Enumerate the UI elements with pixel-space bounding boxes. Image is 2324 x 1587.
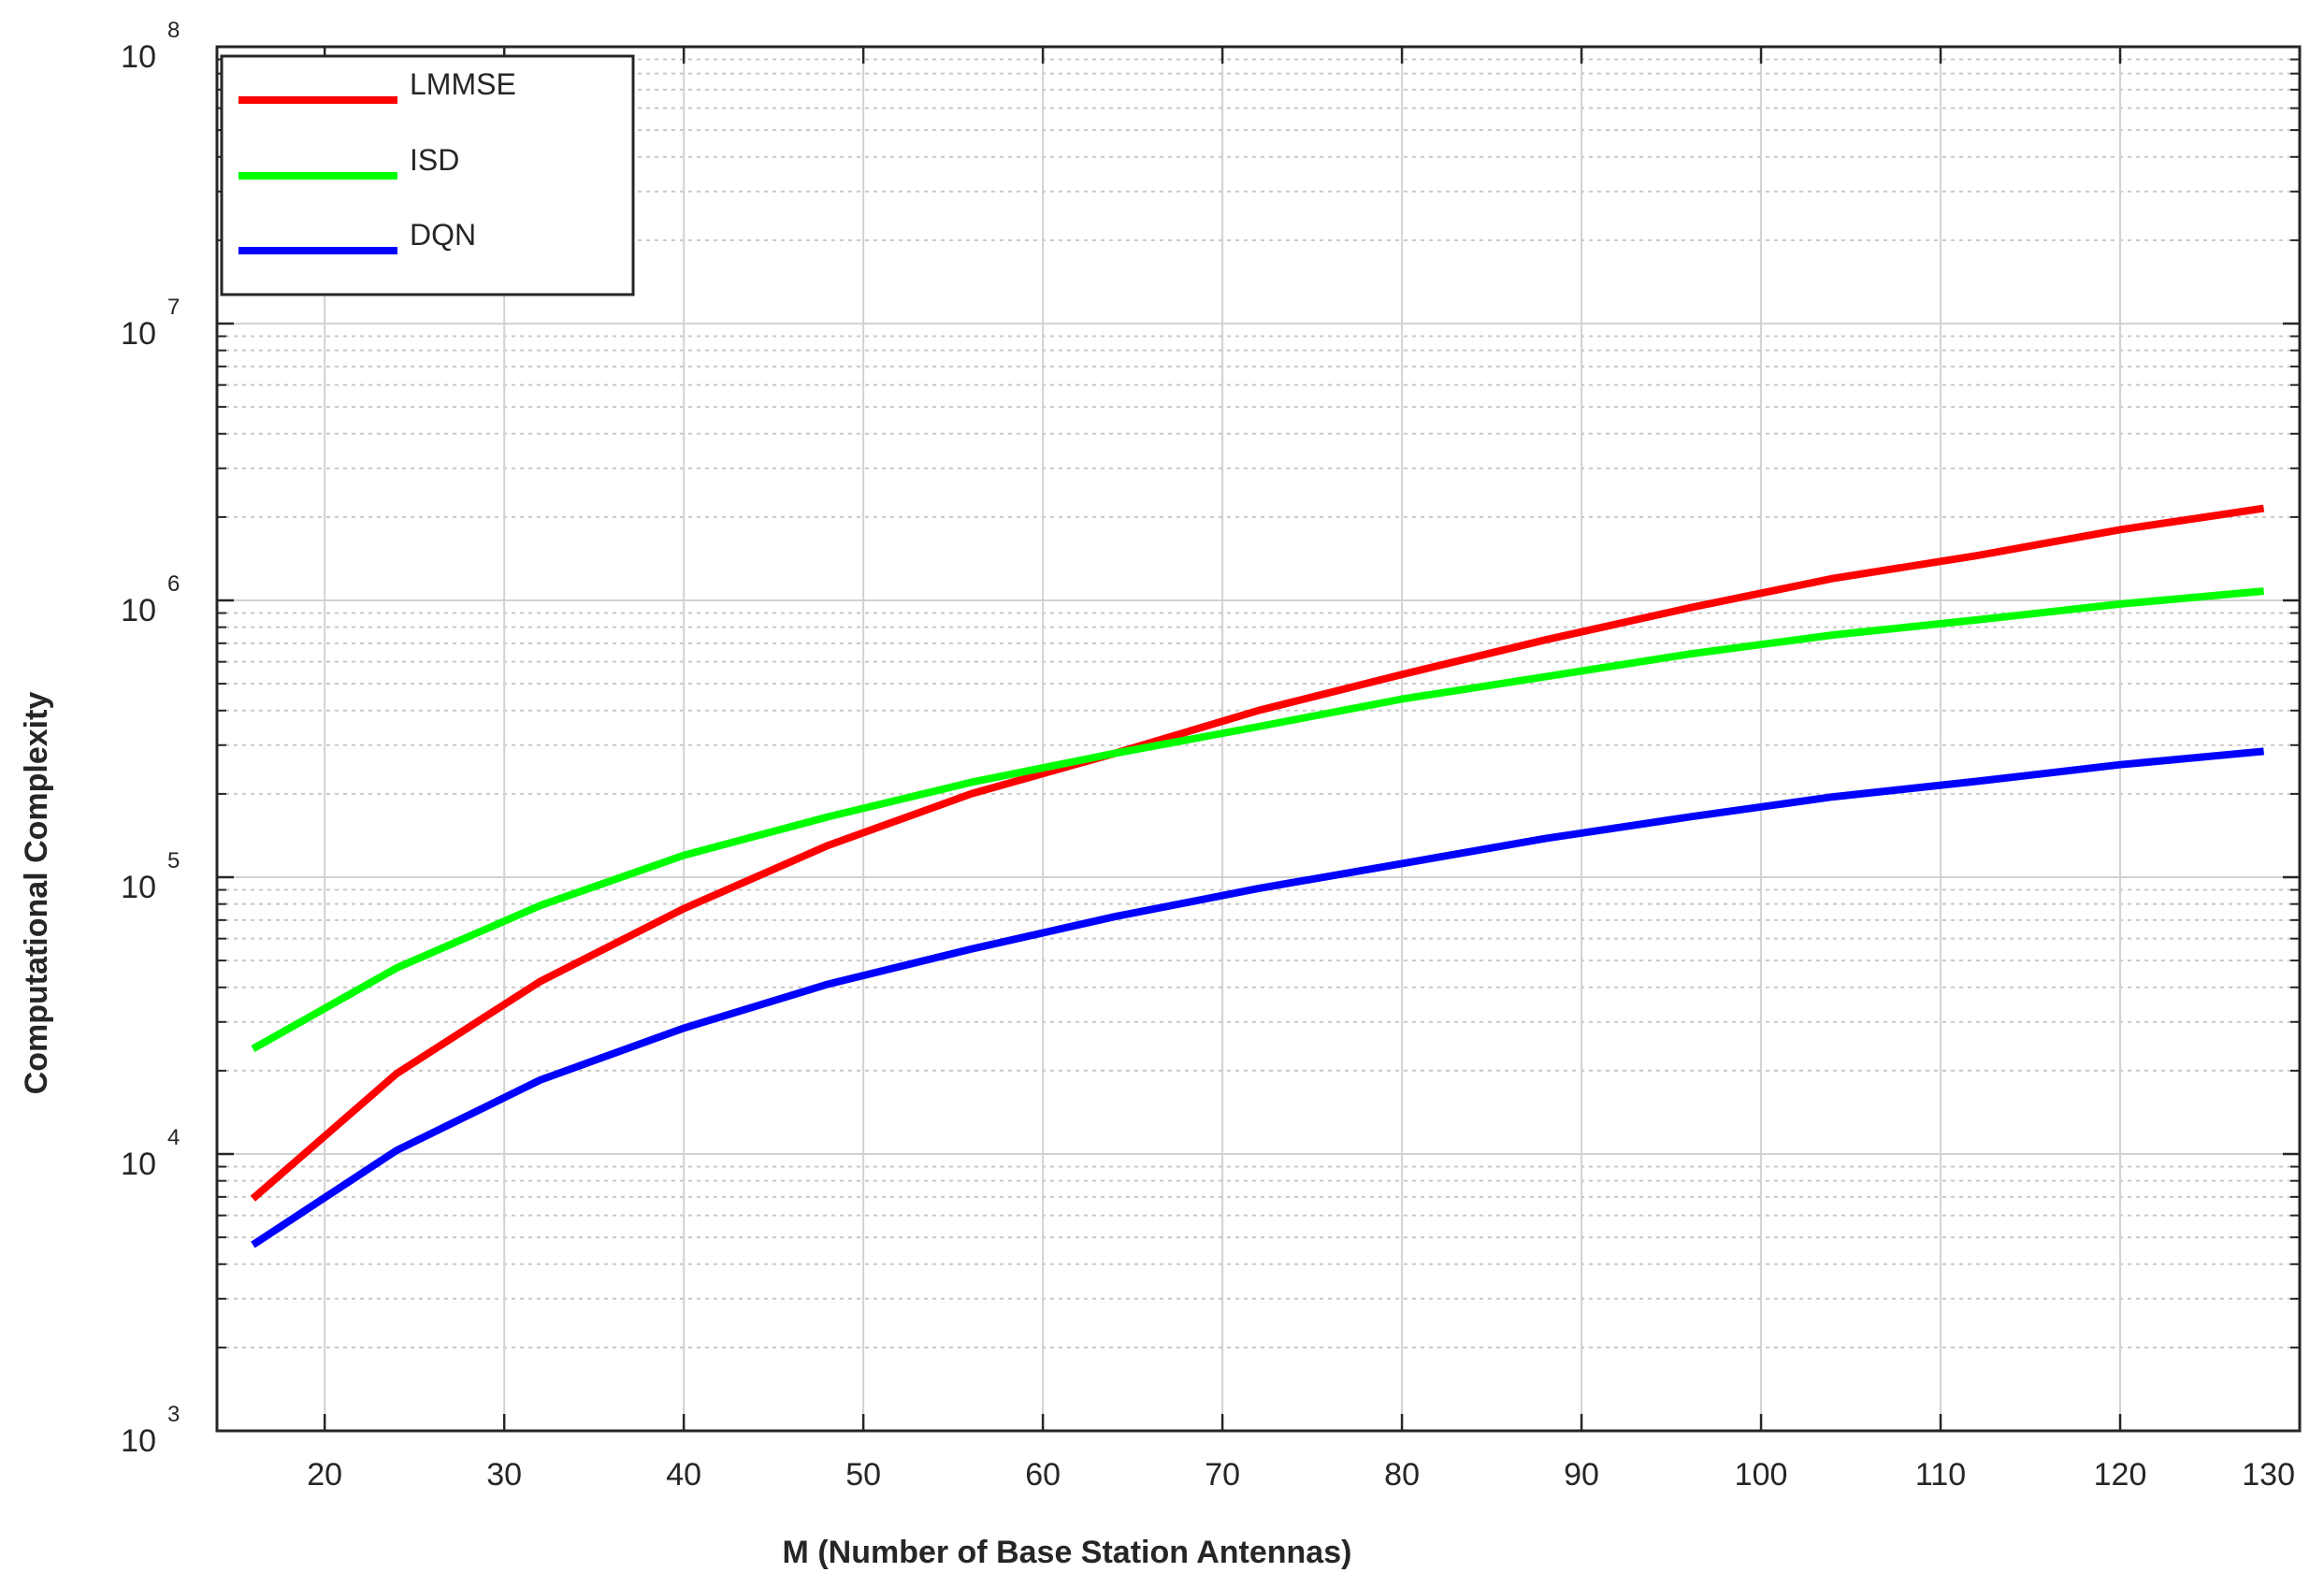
x-tick-label: 40: [666, 1457, 701, 1493]
y-axis-label: Computational Complexity: [19, 692, 54, 1095]
y-tick-label-exponent: 8: [167, 18, 180, 43]
y-tick-label-base: 10: [121, 39, 156, 75]
axis-ticks: [217, 45, 2302, 1433]
x-tick-label: 20: [307, 1457, 342, 1493]
plot-frame: [215, 45, 2302, 1433]
y-tick-label-exponent: 4: [167, 1125, 180, 1150]
y-tick-label-exponent: 7: [167, 295, 180, 320]
y-tick-label-base: 10: [121, 1423, 156, 1459]
series-lines: [250, 504, 2265, 1248]
y-tick-label-exponent: 5: [167, 848, 180, 873]
x-axis-label: M (Number of Base Station Antennas): [783, 1535, 1352, 1570]
x-tick-label: 80: [1384, 1457, 1420, 1493]
legend-label-isd: ISD: [410, 143, 459, 177]
x-tick-label: 70: [1205, 1457, 1240, 1493]
x-tick-label: 60: [1025, 1457, 1061, 1493]
x-tick-labels: 20 30 40 50 60 70 80 90 100 110 120 130: [307, 1457, 2295, 1493]
x-tick-label: 100: [1735, 1457, 1788, 1493]
y-tick-label-exponent: 6: [167, 571, 180, 597]
y-tick-label-base: 10: [121, 870, 156, 905]
x-tick-label: 30: [486, 1457, 522, 1493]
x-tick-label: 130: [2242, 1457, 2295, 1493]
y-tick-labels: 10 3 10 4 10 5 10 6 10 7 10 8: [121, 18, 180, 1459]
legend-label-dqn: DQN: [410, 218, 476, 252]
series-line-lmmse: [250, 504, 2265, 1202]
legend-label-lmmse: LMMSE: [410, 67, 516, 101]
series-line-dqn: [251, 747, 2264, 1248]
legend: LMMSE ISD DQN: [220, 54, 635, 296]
x-tick-label: 90: [1564, 1457, 1599, 1493]
x-tick-label: 50: [845, 1457, 881, 1493]
y-tick-label-base: 10: [121, 316, 156, 352]
y-tick-label-base: 10: [121, 1147, 156, 1182]
y-tick-label-base: 10: [121, 593, 156, 628]
x-tick-label: 120: [2094, 1457, 2147, 1493]
series-line-isd: [251, 587, 2264, 1052]
y-tick-label-exponent: 3: [167, 1402, 180, 1427]
x-tick-label: 110: [1915, 1457, 1966, 1493]
